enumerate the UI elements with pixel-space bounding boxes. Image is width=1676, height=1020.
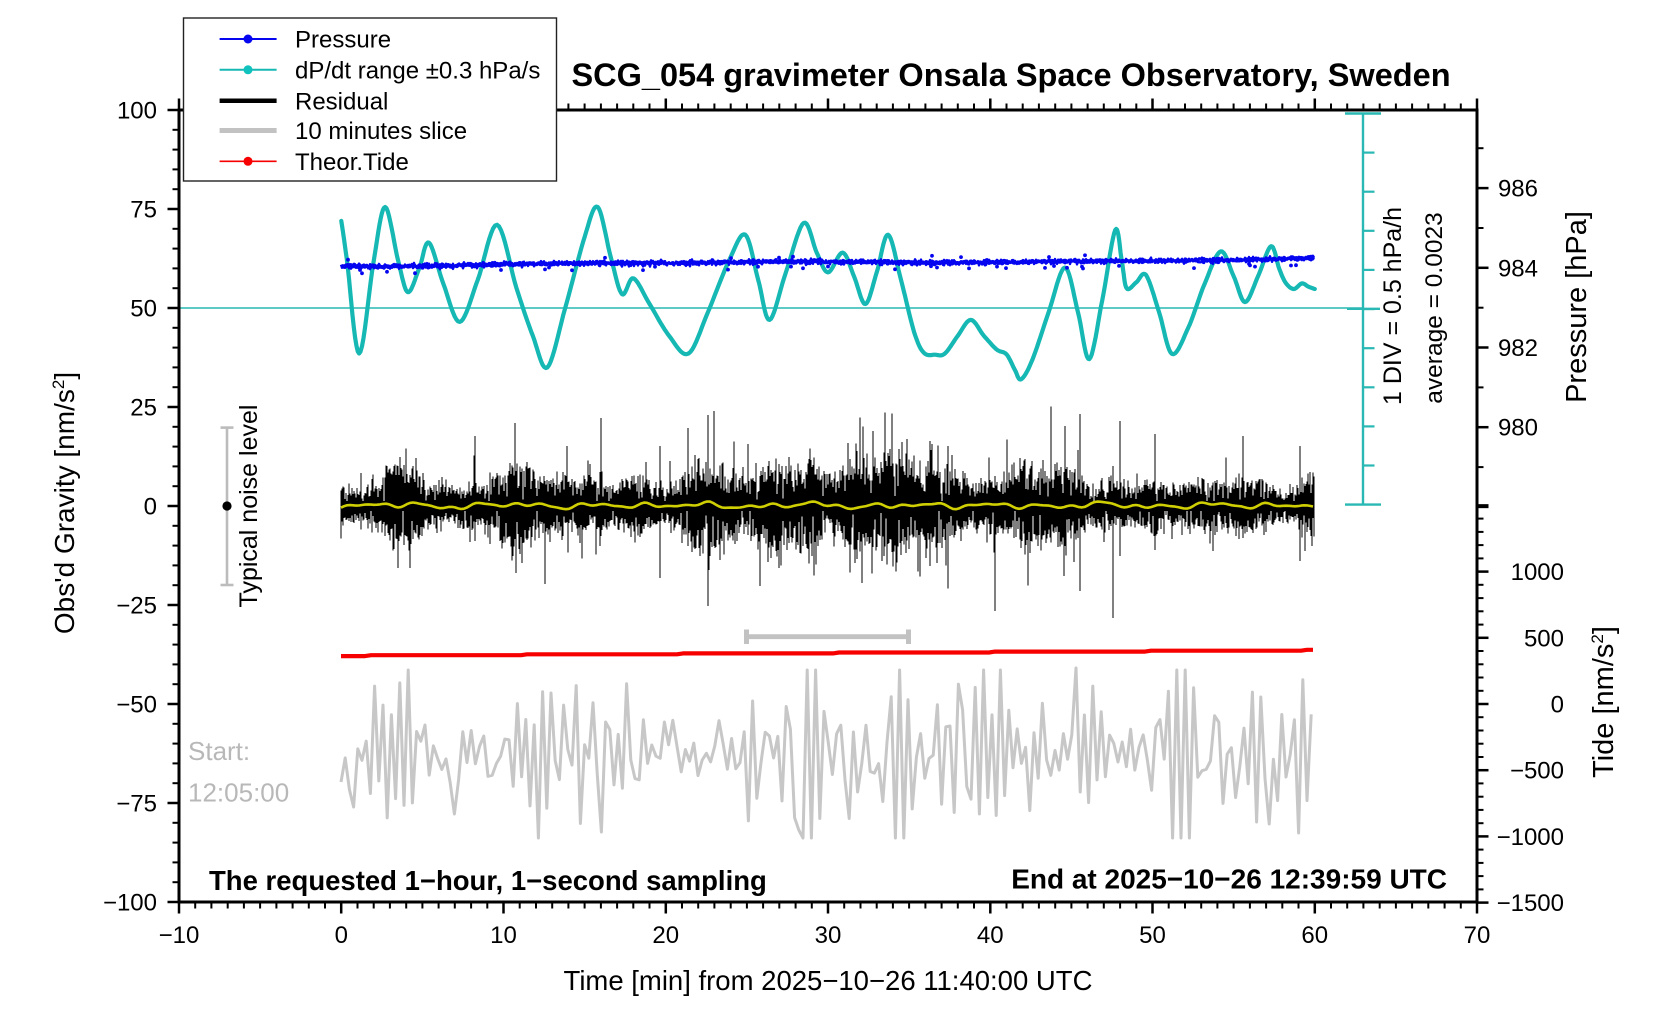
- svg-text:Time [min] from 2025−10−26 11:: Time [min] from 2025−10−26 11:40:00 UTC: [564, 965, 1093, 996]
- svg-text:SCG_054 gravimeter Onsala Spac: SCG_054 gravimeter Onsala Space Observat…: [571, 57, 1450, 93]
- svg-text:50: 50: [1139, 922, 1166, 949]
- svg-text:−1000: −1000: [1497, 824, 1564, 851]
- svg-text:−10: −10: [159, 922, 200, 949]
- svg-text:Start:: Start:: [188, 736, 250, 766]
- svg-text:0: 0: [144, 494, 157, 521]
- svg-text:986: 986: [1498, 176, 1538, 203]
- svg-text:75: 75: [130, 197, 157, 224]
- svg-text:1000: 1000: [1511, 559, 1564, 586]
- svg-text:40: 40: [977, 922, 1004, 949]
- svg-text:−500: −500: [1510, 758, 1564, 785]
- svg-text:10 minutes slice: 10 minutes slice: [295, 118, 467, 145]
- svg-text:982: 982: [1498, 335, 1538, 362]
- svg-text:70: 70: [1464, 922, 1491, 949]
- svg-text:25: 25: [130, 395, 157, 422]
- svg-text:1 DIV = 0.5 hPa/h: 1 DIV = 0.5 hPa/h: [1379, 207, 1407, 405]
- svg-text:10: 10: [490, 922, 517, 949]
- svg-text:Tide [nm/s2]: Tide [nm/s2]: [1588, 626, 1620, 778]
- svg-text:100: 100: [117, 98, 157, 125]
- svg-text:Theor.Tide: Theor.Tide: [295, 149, 409, 176]
- svg-text:average = 0.0023: average = 0.0023: [1421, 212, 1448, 403]
- svg-text:−75: −75: [116, 791, 157, 818]
- svg-text:−50: −50: [116, 692, 157, 719]
- svg-text:Pressure [hPa]: Pressure [hPa]: [1561, 211, 1593, 403]
- svg-text:Residual: Residual: [295, 89, 388, 116]
- svg-text:20: 20: [652, 922, 679, 949]
- svg-text:−25: −25: [116, 593, 157, 620]
- svg-text:Typical noise level: Typical noise level: [235, 405, 263, 608]
- svg-text:The requested 1−hour, 1−second: The requested 1−hour, 1−second sampling: [209, 865, 767, 896]
- svg-text:0: 0: [1551, 692, 1564, 719]
- svg-text:500: 500: [1524, 625, 1564, 652]
- svg-text:dP/dt range ±0.3 hPa/s: dP/dt range ±0.3 hPa/s: [295, 58, 540, 85]
- svg-text:12:05:00: 12:05:00: [188, 778, 289, 808]
- svg-text:50: 50: [130, 296, 157, 323]
- svg-text:980: 980: [1498, 415, 1538, 442]
- svg-text:−100: −100: [103, 890, 157, 917]
- svg-text:0: 0: [335, 922, 348, 949]
- svg-text:60: 60: [1301, 922, 1328, 949]
- svg-text:30: 30: [815, 922, 842, 949]
- svg-text:Obs'd Gravity [nm/s2]: Obs'd Gravity [nm/s2]: [49, 372, 80, 634]
- svg-text:End at 2025−10−26 12:39:59 UTC: End at 2025−10−26 12:39:59 UTC: [1011, 864, 1447, 895]
- svg-text:984: 984: [1498, 255, 1538, 282]
- svg-text:−1500: −1500: [1497, 890, 1564, 917]
- svg-text:Pressure: Pressure: [295, 27, 391, 54]
